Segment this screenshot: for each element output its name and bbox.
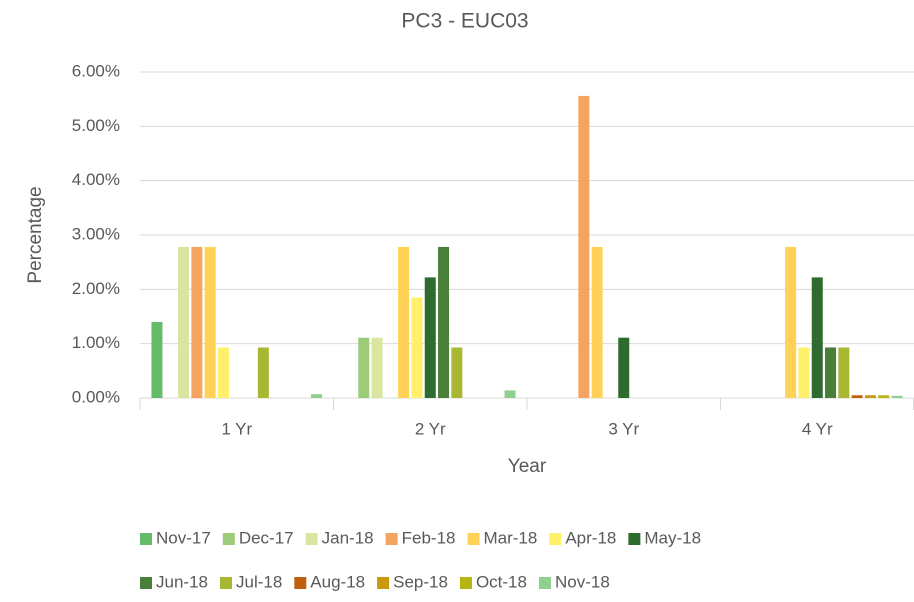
- bar: [371, 337, 383, 398]
- bar: [398, 246, 410, 398]
- legend-swatch: [222, 533, 235, 545]
- legend-label: Mar-18: [483, 528, 537, 547]
- bar: [204, 246, 216, 398]
- bar: [217, 347, 229, 398]
- y-axis-title: Percentage: [25, 186, 46, 283]
- bar: [891, 395, 903, 398]
- bar: [257, 347, 269, 398]
- bar: [591, 246, 603, 398]
- x-tick-label: 1 Yr: [221, 419, 252, 438]
- legend-swatch: [305, 533, 318, 545]
- x-tick-label: 2 Yr: [415, 419, 446, 438]
- legend-swatch: [294, 577, 307, 589]
- y-tick-label: 6.00%: [72, 61, 120, 80]
- bar: [811, 277, 823, 398]
- legend-swatch: [219, 577, 232, 589]
- bar: [151, 321, 163, 398]
- legend-label: Apr-18: [565, 528, 616, 547]
- legend-swatch: [549, 533, 562, 545]
- legend-label: Jan-18: [322, 528, 374, 547]
- bar: [785, 246, 797, 398]
- bar: [864, 395, 876, 398]
- bar: [411, 297, 423, 398]
- y-tick-label: 2.00%: [72, 279, 120, 298]
- bar: [191, 246, 203, 398]
- x-tick-label: 4 Yr: [802, 419, 833, 438]
- bar: [578, 95, 590, 398]
- bar: [451, 347, 463, 398]
- bar: [438, 246, 450, 398]
- bar: [798, 347, 810, 398]
- bar: [358, 337, 370, 398]
- bar: [825, 347, 837, 398]
- legend-swatch: [459, 577, 472, 589]
- legend-swatch: [140, 577, 152, 589]
- y-tick-label: 1.00%: [72, 333, 120, 352]
- bar: [311, 394, 323, 398]
- legend-swatch: [538, 577, 551, 589]
- bar: [504, 390, 516, 398]
- legend-label: Feb-18: [402, 528, 456, 547]
- bar: [838, 347, 850, 398]
- legend-label: Jul-18: [236, 572, 282, 591]
- y-tick-label: 3.00%: [72, 224, 120, 243]
- legend-label: Aug-18: [310, 572, 365, 591]
- legend-swatch: [377, 577, 390, 589]
- y-tick-label: 4.00%: [72, 170, 120, 189]
- legend-label: Oct-18: [476, 572, 527, 591]
- legend-swatch: [385, 533, 398, 545]
- legend-swatch: [467, 533, 480, 545]
- x-tick-label: 3 Yr: [608, 419, 639, 438]
- bar: [424, 277, 436, 398]
- legend-label: Dec-17: [239, 528, 294, 547]
- y-tick-label: 0.00%: [72, 387, 120, 406]
- legend-swatch: [628, 533, 641, 545]
- bar: [618, 337, 630, 398]
- y-tick-label: 5.00%: [72, 116, 120, 135]
- legend-label: Nov-17: [156, 528, 211, 547]
- legend-swatch: [140, 533, 152, 545]
- legend-label: Jun-18: [156, 572, 208, 591]
- legend-label: May-18: [644, 528, 701, 547]
- chart-title: PC3 - EUC03: [401, 10, 528, 33]
- bar: [178, 246, 190, 398]
- x-axis-title: Year: [508, 456, 547, 477]
- bar: [851, 395, 863, 398]
- legend-label: Nov-18: [555, 572, 610, 591]
- legend-label: Sep-18: [393, 572, 448, 591]
- bar: [878, 395, 890, 398]
